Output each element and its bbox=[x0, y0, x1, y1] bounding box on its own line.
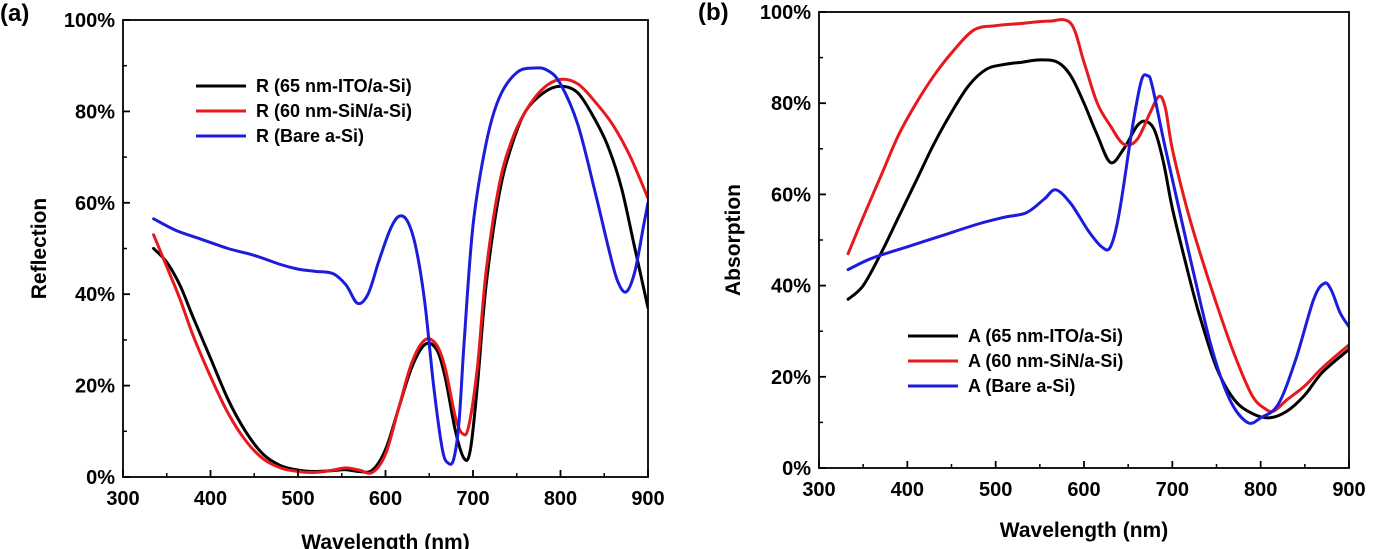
x-tick-label: 900 bbox=[1332, 479, 1365, 501]
series-group bbox=[152, 66, 648, 475]
x-tick-label: 300 bbox=[802, 479, 835, 501]
y-tick-label: 60% bbox=[75, 193, 115, 215]
panel-label: (a) bbox=[0, 0, 29, 27]
y-tick-label: 40% bbox=[75, 284, 115, 306]
chart-reflection: 300 400 500 600 700 800 900 0% 20% 40% 60% 80% 100% (… bbox=[0, 0, 665, 549]
legend-label: A (Bare a-Si) bbox=[968, 376, 1075, 396]
series-line-1 bbox=[846, 58, 1349, 420]
legend: R (65 nm-ITO/a-Si) R (60 nm-SiN/a-Si) R (B… bbox=[196, 76, 412, 146]
chart-absorption: 300 400 500 600 700 800 900 0% 20% 40% 60% 80% 100% (… bbox=[698, 0, 1366, 542]
y-tick-label: 80% bbox=[75, 101, 115, 123]
y-axis-label: Absorption bbox=[722, 184, 745, 296]
x-axis-label: Wavelength (nm) bbox=[1000, 519, 1168, 542]
legend-label: R (65 nm-ITO/a-Si) bbox=[256, 76, 412, 96]
panel-label: (b) bbox=[698, 0, 729, 26]
series-group bbox=[846, 18, 1349, 425]
y-tick-label: 100% bbox=[760, 2, 811, 24]
x-tick-label: 300 bbox=[106, 488, 139, 510]
x-tick-label: 500 bbox=[979, 479, 1012, 501]
legend-label: A (65 nm-ITO/a-Si) bbox=[968, 326, 1123, 346]
legend-label: R (60 nm-SiN/a-Si) bbox=[256, 101, 412, 121]
x-tick-label: 600 bbox=[1067, 479, 1100, 501]
x-tick-label: 400 bbox=[194, 488, 227, 510]
x-tick-label: 500 bbox=[281, 488, 314, 510]
y-tick-label: 60% bbox=[771, 184, 811, 206]
y-tick-label: 20% bbox=[771, 367, 811, 389]
plot-frame bbox=[818, 11, 1350, 469]
x-tick-label: 700 bbox=[456, 488, 489, 510]
x-tick-label: 700 bbox=[1156, 479, 1189, 501]
x-tick-label: 600 bbox=[369, 488, 402, 510]
series-line-2 bbox=[152, 77, 648, 475]
y-tick-label: 20% bbox=[75, 376, 115, 398]
y-axis-label: Reflection bbox=[28, 198, 51, 300]
y-tick-label: 80% bbox=[771, 93, 811, 115]
x-tick-label: 900 bbox=[631, 488, 664, 510]
y-tick-label: 0% bbox=[86, 467, 115, 489]
x-tick-label: 800 bbox=[544, 488, 577, 510]
y-tick-label: 40% bbox=[771, 276, 811, 298]
legend-label: R (Bare a-Si) bbox=[256, 126, 364, 146]
series-line-3 bbox=[846, 73, 1349, 425]
x-axis-label: Wavelength (nm) bbox=[301, 531, 469, 549]
y-tick-label: 0% bbox=[782, 458, 811, 480]
y-tick-label: 100% bbox=[64, 10, 115, 32]
x-tick-label: 400 bbox=[891, 479, 924, 501]
legend-label: A (60 nm-SiN/a-Si) bbox=[968, 351, 1123, 371]
x-tick-label: 800 bbox=[1244, 479, 1277, 501]
series-line-3 bbox=[152, 66, 648, 466]
legend: A (65 nm-ITO/a-Si) A (60 nm-SiN/a-Si) A (B… bbox=[908, 326, 1123, 396]
